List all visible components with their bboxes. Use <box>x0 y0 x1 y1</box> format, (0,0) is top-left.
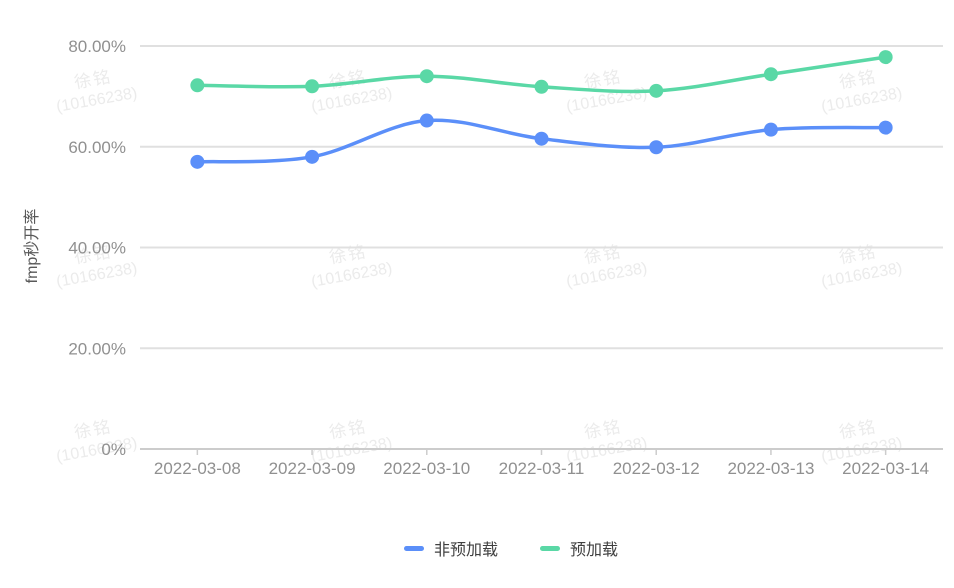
data-point-preload[interactable] <box>878 50 893 65</box>
line-chart-plot: 0% 20.00% 40.00% 60.00% 80.00% 2022-03-08 2022… <box>68 37 943 478</box>
data-point-preload[interactable] <box>763 67 778 82</box>
data-point-preload[interactable] <box>419 69 434 84</box>
data-point-preload[interactable] <box>649 83 664 98</box>
legend-label-preload: 预加载 <box>570 542 619 559</box>
x-tick-label: 2022-03-11 <box>499 459 585 478</box>
legend-marker-preload <box>540 545 560 551</box>
x-tick-label: 2022-03-08 <box>154 459 241 478</box>
x-tick-label: 2022-03-12 <box>613 459 700 478</box>
legend-item-non-preload[interactable]: 非预加载 <box>403 538 498 559</box>
data-point-non-preload[interactable] <box>419 113 434 128</box>
data-point-non-preload[interactable] <box>878 120 893 135</box>
data-point-non-preload[interactable] <box>534 131 549 146</box>
y-tick-label: 80.00% <box>68 37 126 56</box>
y-tick-label: 60.00% <box>68 138 126 157</box>
x-tick-label: 2022-03-14 <box>842 459 929 478</box>
x-tick-label: 2022-03-09 <box>269 459 356 478</box>
legend-marker-non-preload <box>403 545 424 551</box>
x-tick-label: 2022-03-13 <box>727 459 814 478</box>
data-point-non-preload[interactable] <box>305 149 320 164</box>
data-point-preload[interactable] <box>190 78 205 93</box>
data-point-non-preload[interactable] <box>649 140 664 155</box>
legend-label-non-preload: 非预加载 <box>433 542 498 559</box>
y-tick-label: 20.00% <box>68 339 126 358</box>
data-point-preload[interactable] <box>305 79 320 94</box>
data-point-non-preload[interactable] <box>763 122 778 137</box>
x-tick-label: 2022-03-10 <box>383 459 470 478</box>
y-tick-label: 0% <box>101 440 126 459</box>
y-tick-label: 40.00% <box>68 239 126 258</box>
legend: 非预加载 预加载 <box>34 538 954 559</box>
data-point-preload[interactable] <box>534 79 549 94</box>
data-point-non-preload[interactable] <box>190 154 205 169</box>
legend-item-preload[interactable]: 预加载 <box>540 538 619 559</box>
